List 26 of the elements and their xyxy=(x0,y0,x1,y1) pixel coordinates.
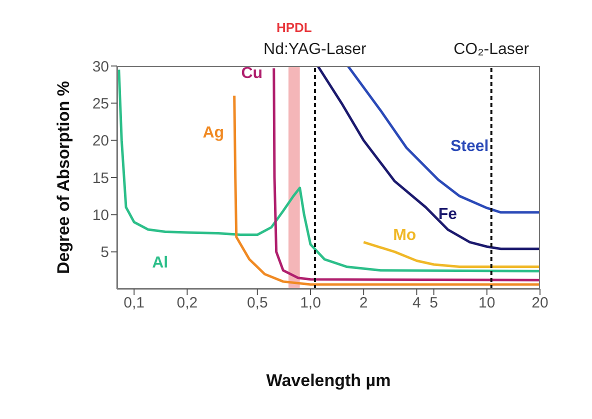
series-label: Steel xyxy=(450,138,489,156)
x-tick-label: 2 xyxy=(359,294,368,312)
x-tick-label: 0,5 xyxy=(246,294,268,312)
x-axis-title: Wavelength µm xyxy=(266,371,391,390)
series-label: Fe xyxy=(438,206,458,224)
y-tick-label: 20 xyxy=(92,132,109,150)
series-label: Ag xyxy=(202,124,224,142)
x-tick-label: 20 xyxy=(532,294,548,312)
series-label: Mo xyxy=(393,226,416,244)
y-tick-label: 25 xyxy=(92,95,109,112)
y-tick-label: 5 xyxy=(100,244,109,262)
band-label: HPDL xyxy=(276,20,312,35)
y-axis-title: Degree of Absorption % xyxy=(54,81,74,274)
x-tick-label: 4 xyxy=(412,294,421,312)
x-tick-label: 1,0 xyxy=(300,294,321,312)
y-tick-label: 10 xyxy=(92,206,109,224)
ref-line-label: CO₂-Laser xyxy=(454,41,530,58)
x-tick-label: 10 xyxy=(478,294,496,312)
x-tick-label: 0,1 xyxy=(124,294,145,312)
series-label: Al xyxy=(152,254,168,272)
series-label: Cu xyxy=(241,65,263,82)
x-tick-label: 5 xyxy=(430,294,438,312)
y-tick-label: 30 xyxy=(92,58,109,76)
x-tick-label: 0,2 xyxy=(176,294,198,312)
ref-line-label: Nd:YAG-Laser xyxy=(264,41,368,58)
y-tick-label: 15 xyxy=(92,170,109,187)
